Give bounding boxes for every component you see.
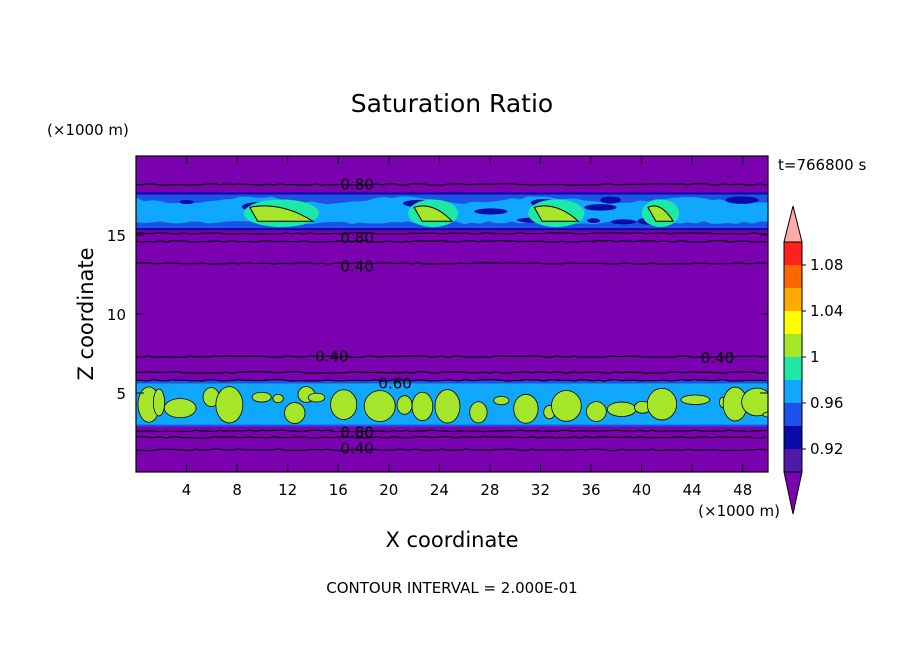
colorbar-band [784, 265, 802, 288]
contour-lines [136, 183, 767, 452]
upper-layer-streak [179, 200, 194, 205]
lower-cloud-patch [646, 387, 678, 421]
contour-label: 0.60 [378, 375, 411, 393]
contour-line [136, 378, 767, 382]
colorbar-low-arrow [783, 471, 803, 515]
upper-layer-streak [610, 219, 637, 225]
colorbar-label: 1.04 [810, 302, 843, 320]
contour-line [136, 232, 767, 235]
colorbar-labels: 0.92 0.96 1 1.04 1.08 [802, 256, 843, 458]
upper-layer-streak [474, 208, 508, 215]
x-tick-label: 24 [430, 481, 449, 499]
lower-cloud-patch [762, 411, 768, 418]
lower-cloud-patch [152, 388, 166, 417]
y-axis-ticks: 5 10 15 [107, 227, 768, 403]
colorbar-band [784, 288, 802, 311]
contour-label: 0.80 [340, 229, 373, 247]
x-axis-ticks: 4 8 12 16 20 24 28 32 36 40 44 48 [182, 156, 752, 499]
x-axis-title: X coordinate [385, 528, 518, 552]
x-tick-label: 4 [182, 481, 192, 499]
lower-cloud-patch [284, 402, 306, 424]
contour-line [136, 448, 767, 452]
contour-line [136, 183, 767, 186]
colorbar-high-arrow [783, 205, 803, 243]
lower-cloud-patch [307, 392, 326, 403]
x-tick-label: 12 [278, 481, 297, 499]
x-tick-label: 32 [531, 481, 550, 499]
lower-cloud-patch [680, 394, 711, 405]
lower-cloud-patch [330, 389, 358, 420]
y-tick-label: 15 [107, 227, 126, 245]
lower-cloud-patch [434, 389, 461, 424]
contour-label: 0.40 [701, 349, 734, 367]
lower-cloud-patch [606, 401, 637, 417]
x-tick-label: 8 [232, 481, 242, 499]
y-tick-label: 5 [116, 385, 126, 403]
colorbar-band [784, 357, 802, 380]
lower-cloud-patch [493, 395, 510, 406]
contour-labels: 0.800.800.400.40 0.400.600.800.40 [315, 175, 734, 457]
time-label: t=766800 s [778, 156, 866, 174]
contour-label: 0.40 [340, 258, 373, 276]
contour-line [136, 355, 767, 358]
x-tick-label: 44 [683, 481, 702, 499]
upper-layer-streak [725, 196, 759, 204]
y-axis-unit-label: (×1000 m) [47, 121, 129, 139]
y-axis-title: Z coordinate [74, 247, 98, 380]
colorbar-band [784, 403, 802, 426]
lower-cloud-patch [163, 398, 197, 419]
upper-layer-streak [587, 218, 601, 224]
upper-layer-streak [584, 204, 617, 211]
lower-cloud-patch [513, 393, 539, 424]
contour-label: 0.80 [340, 424, 373, 442]
lower-cloud-patch [272, 393, 284, 404]
upper-cloud-patch [533, 205, 580, 222]
x-tick-label: 16 [329, 481, 348, 499]
lower-cloud-patch [411, 391, 434, 422]
lower-cloud-patch [469, 401, 488, 424]
colorbar-label: 0.92 [810, 440, 843, 458]
lower-cloud-patch [396, 395, 413, 415]
colorbar [783, 205, 803, 515]
contour-line [136, 429, 767, 433]
colorbar-label: 1.08 [810, 256, 843, 274]
colorbar-label: 0.96 [810, 394, 843, 412]
x-tick-label: 28 [480, 481, 499, 499]
upper-cloud-patch [248, 205, 315, 222]
contour-interval-note: CONTOUR INTERVAL = 2.000E-01 [326, 579, 577, 597]
colorbar-band [784, 242, 802, 265]
lower-cloud-patch [363, 390, 396, 422]
plot-area [136, 156, 768, 472]
lower-cloud-patch [585, 401, 607, 422]
contour-label: 0.80 [340, 175, 373, 193]
upper-layer-streak [600, 196, 621, 204]
colorbar-band [784, 311, 802, 334]
colorbar-band [784, 334, 802, 357]
colorbar-band [784, 449, 802, 472]
x-tick-label: 36 [581, 481, 600, 499]
colorbar-label: 1 [810, 348, 820, 366]
contour-line [136, 435, 767, 439]
x-tick-label: 40 [632, 481, 651, 499]
contour-line [136, 239, 767, 243]
x-tick-label: 48 [733, 481, 752, 499]
lower-cloud-patch [551, 390, 582, 422]
lower-cloud-patch [251, 391, 272, 403]
contour-line [136, 262, 767, 265]
y-tick-label: 10 [107, 306, 126, 324]
lower-cloud-patch [215, 386, 244, 424]
contour-label: 0.40 [340, 439, 373, 457]
x-tick-label: 20 [379, 481, 398, 499]
upper-cloud-patch [647, 205, 675, 222]
field-layers [136, 192, 768, 427]
colorbar-band [784, 380, 802, 403]
x-axis-unit-label: (×1000 m) [698, 502, 780, 520]
upper-cloud-patch [413, 205, 454, 222]
contour-label: 0.40 [315, 348, 348, 366]
lower-cloud-patch [741, 387, 768, 417]
colorbar-band [784, 426, 802, 449]
contour-line [136, 371, 767, 374]
chart-title: Saturation Ratio [351, 89, 553, 118]
